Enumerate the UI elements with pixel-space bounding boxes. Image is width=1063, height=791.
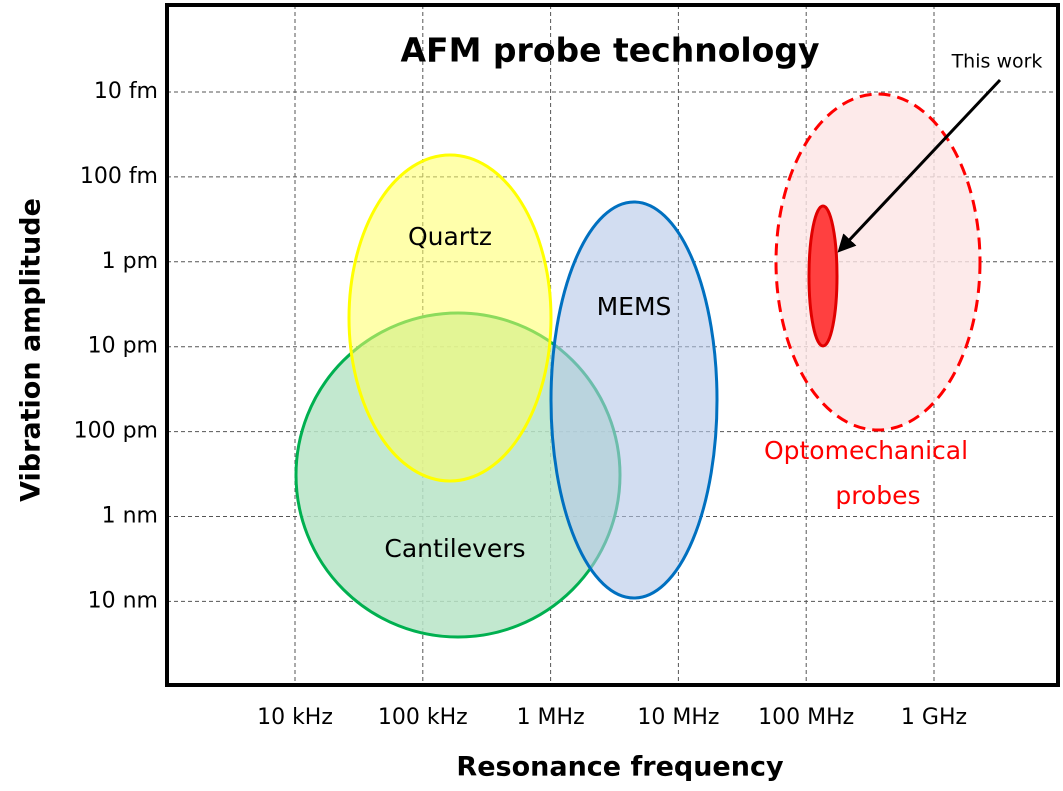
- annotation-arrow: [837, 78, 1002, 253]
- region-label: Cantilevers: [384, 534, 525, 563]
- x-tick-label: 1 MHz: [517, 705, 585, 730]
- y-tick-label: 10 pm: [88, 334, 158, 359]
- quartz-region: [347, 153, 553, 483]
- y-tick-label: 10 nm: [88, 588, 158, 613]
- y-tick-label: 1 pm: [102, 249, 158, 274]
- title: AFM probe technology: [401, 31, 820, 70]
- x-tick-label: 1 GHz: [901, 705, 967, 730]
- plot-frame: [165, 3, 1060, 687]
- region-label: probes: [835, 481, 920, 510]
- region-label: Quartz: [408, 222, 492, 251]
- annotation: This work: [951, 51, 1043, 73]
- y-tick-label: 100 fm: [80, 164, 158, 189]
- y-axis-label: Vibration amplitude: [16, 198, 47, 502]
- region-label: Optomechanical: [764, 436, 968, 465]
- y-tick-label: 1 nm: [102, 504, 158, 529]
- mems-region: [549, 200, 719, 600]
- x-tick-label: 100 MHz: [758, 705, 854, 730]
- region-label: MEMS: [597, 292, 672, 321]
- x-tick-label: 10 MHz: [637, 705, 719, 730]
- y-tick-label: 100 pm: [74, 419, 158, 444]
- this-work-region: [807, 204, 839, 348]
- optomechanical-region: [774, 92, 982, 432]
- y-tick-label: 10 fm: [94, 79, 158, 104]
- x-axis-label: Resonance frequency: [456, 752, 784, 783]
- x-tick-label: 100 kHz: [378, 705, 468, 730]
- x-tick-label: 10 kHz: [257, 705, 333, 730]
